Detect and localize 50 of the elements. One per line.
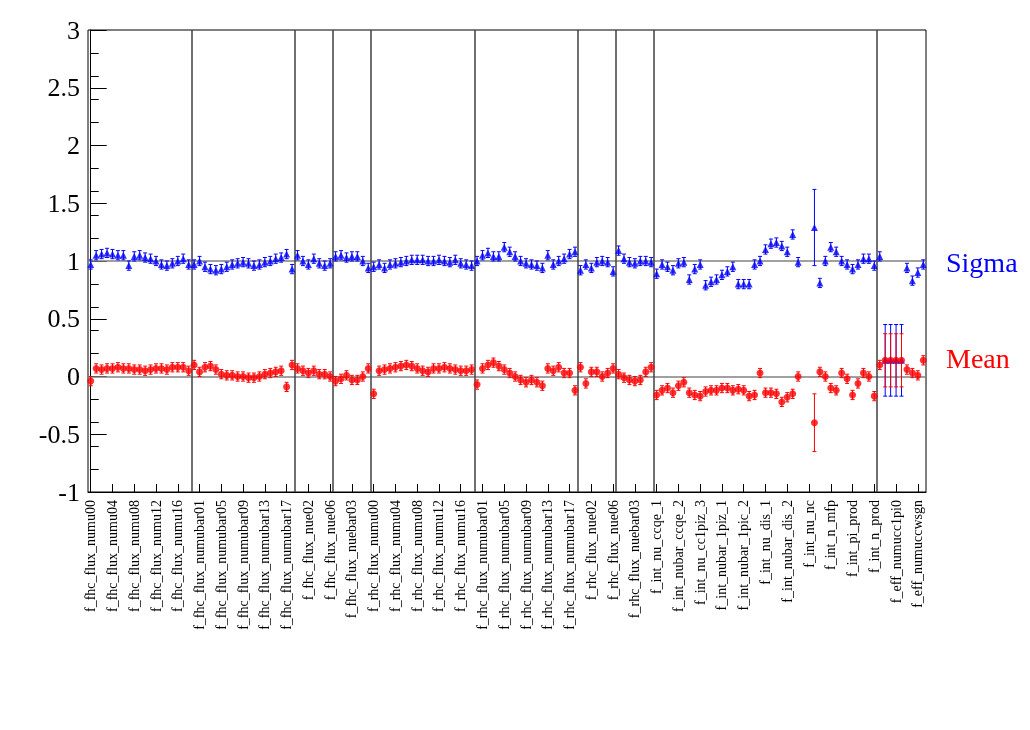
series-label: Mean (946, 342, 1010, 374)
x-tick-label: f_int_nubar_dis_2 (779, 500, 795, 603)
y-tick-label: 0 (67, 362, 80, 391)
x-tick-label: f_fhc_flux_nue02 (300, 500, 316, 601)
x-tick-label: f_rhc_flux_nue02 (583, 500, 599, 601)
x-tick-label: f_int_nubar_ccqe_2 (670, 500, 686, 612)
x-tick-label: f_rhc_flux_nue06 (605, 500, 621, 601)
y-tick-label: -1 (58, 477, 80, 507)
x-tick-label: f_fhc_flux_nuebar03 (344, 500, 360, 619)
x-tick-label: f_rhc_flux_numu16 (453, 500, 469, 612)
x-tick-label: f_eff_numuccwsgn (910, 500, 926, 608)
x-tick-label: f_fhc_flux_numu12 (148, 500, 164, 612)
x-tick-label: f_fhc_flux_numubar05 (213, 500, 229, 630)
y-tick-label: 1.5 (47, 188, 80, 218)
x-tick-label: f_rhc_flux_numubar01 (475, 500, 491, 630)
x-tick-label: f_rhc_flux_numu00 (366, 500, 382, 612)
x-tick-label: f_int_nu_dis_1 (757, 500, 773, 585)
x-tick-label: f_rhc_flux_numu04 (387, 500, 403, 612)
x-tick-label: f_rhc_flux_numu12 (431, 500, 447, 612)
x-tick-label: f_rhc_flux_numubar09 (518, 500, 534, 630)
x-tick-label: f_rhc_flux_numu08 (409, 500, 425, 612)
x-tick-label: f_fhc_flux_numu08 (126, 500, 142, 612)
x-tick-label: f_fhc_flux_numubar17 (279, 500, 295, 630)
x-tick-label: f_int_nubar_1pic_2 (736, 500, 752, 611)
y-tick-label: 0.5 (47, 304, 80, 334)
x-tick-label: f_int_nu_ccqe_1 (649, 500, 665, 595)
x-tick-label: f_int_n_prod (866, 500, 882, 574)
x-tick-label: f_fhc_flux_numubar09 (235, 500, 251, 630)
x-tick-label: f_rhc_flux_nuebar03 (627, 500, 643, 619)
x-tick-label: f_fhc_flux_numu16 (170, 500, 186, 612)
x-tick-label: f_fhc_flux_numubar13 (257, 500, 273, 630)
x-tick-label: f_int_pi_prod (845, 500, 861, 577)
x-tick-label: f_fhc_flux_numubar01 (192, 500, 208, 630)
y-tick-label: 2 (67, 131, 80, 160)
x-tick-label: f_int_nu_cc1piz_3 (692, 500, 708, 605)
x-tick-label: f_eff_numucc1pi0 (888, 500, 904, 604)
series-label: Sigma (946, 246, 1019, 278)
y-tick-label: 1 (67, 246, 80, 276)
y-tick-label: 3 (67, 15, 80, 45)
y-tick-label: 2.5 (47, 73, 80, 103)
x-tick-label: f_int_nu_nc (801, 500, 817, 568)
x-tick-label: f_rhc_flux_numubar13 (540, 500, 556, 630)
y-tick-label: -0.5 (38, 419, 80, 449)
x-tick-label: f_fhc_flux_numu04 (104, 500, 120, 612)
x-tick-label: f_fhc_flux_nue06 (322, 500, 338, 601)
x-tick-label: f_rhc_flux_numubar17 (562, 500, 578, 630)
x-tick-label: f_rhc_flux_numubar05 (496, 500, 512, 630)
x-tick-label: f_fhc_flux_numu00 (83, 500, 99, 612)
x-tick-label: f_int_n_mfp (823, 500, 839, 570)
x-tick-label: f_int_nubar_1piz_1 (714, 500, 730, 611)
